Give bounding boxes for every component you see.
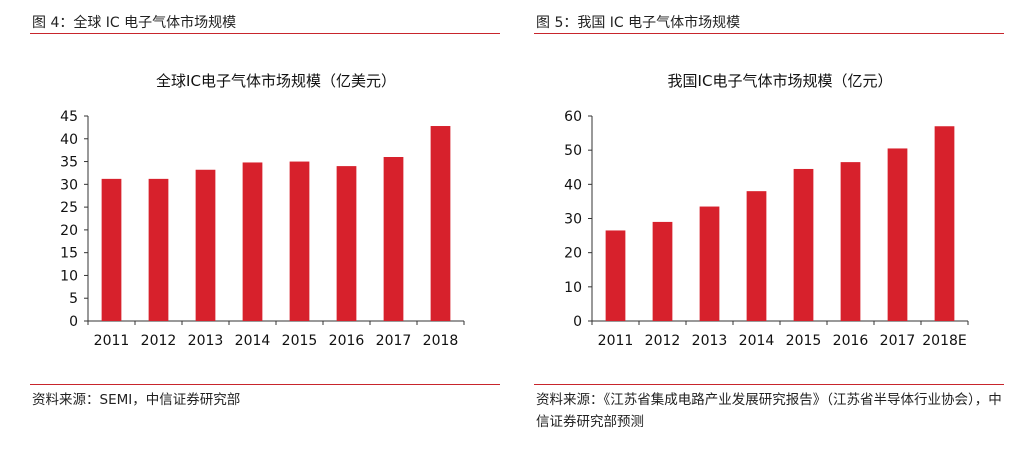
bar-2015 (289, 161, 310, 321)
bar-2014 (746, 191, 767, 321)
x-tick-label: 2012 (141, 333, 177, 349)
bar-2017 (887, 148, 908, 321)
bar-2013 (195, 169, 216, 321)
figure-5-title: 图 5：我国 IC 电子气体市场规模 (536, 15, 741, 31)
bar-2016 (336, 166, 357, 321)
x-tick-label: 2013 (692, 333, 728, 349)
x-tick-label: 2013 (188, 333, 224, 349)
chart-title: 全球IC电子气体市场规模（亿美元） (156, 72, 396, 90)
y-tick-label: 30 (564, 212, 582, 228)
y-tick-label: 20 (564, 246, 582, 262)
figure-4-panel: 图 4：全球 IC 电子气体市场规模 全球IC电子气体市场规模（亿美元） 0 5 10… (30, 0, 500, 453)
figure-4-bottom-rule (30, 384, 500, 385)
figure-5-bottom-rule (534, 384, 1004, 385)
y-tick-label: 40 (60, 132, 78, 148)
y-tick-label: 25 (60, 200, 78, 216)
y-tick-label: 50 (564, 143, 582, 159)
chart-title: 我国IC电子气体市场规模（亿元） (668, 72, 893, 90)
x-tick-label: 2017 (880, 333, 916, 349)
figure-5-source: 资料来源：《江苏省集成电路产业发展研究报告》（江苏省半导体行业协会），中信证券研… (536, 392, 1002, 430)
figure-4-top-rule (30, 33, 500, 34)
y-tick-label: 20 (60, 223, 78, 239)
x-tick-label: 2017 (376, 333, 412, 349)
global-ic-gas-bar-chart: 全球IC电子气体市场规模（亿美元） 0 5 10 15 20 25 30 35 40 45 2011 2… (60, 72, 465, 349)
x-tick-label: 2015 (786, 333, 822, 349)
bar-2011 (101, 178, 122, 321)
y-tick-label: 15 (60, 246, 78, 262)
figure-5-panel: 图 5：我国 IC 电子气体市场规模 我国IC电子气体市场规模（亿元） 0 10 20… (534, 0, 1004, 453)
figure-4-source: 资料来源：SEMI，中信证券研究部 (32, 392, 241, 408)
x-tick-label: 2014 (739, 333, 775, 349)
figure-5-top-rule (534, 33, 1004, 34)
x-tick-label: 2014 (235, 333, 271, 349)
bar-2018 (430, 126, 451, 322)
x-tick-label: 2018E (922, 333, 966, 349)
y-tick-label: 5 (69, 291, 78, 307)
bar-2012 (148, 178, 169, 321)
x-tick-label: 2011 (94, 333, 130, 349)
x-tick-label: 2016 (329, 333, 365, 349)
bar-2016 (840, 162, 861, 321)
x-tick-label: 2012 (645, 333, 681, 349)
x-tick-label: 2018 (423, 333, 459, 349)
bar-2012 (652, 221, 673, 321)
bar-2018E (934, 126, 955, 321)
bar-2017 (383, 157, 404, 321)
y-tick-label: 30 (60, 177, 78, 193)
y-tick-label: 35 (60, 155, 78, 171)
x-tick-label: 2016 (833, 333, 869, 349)
y-tick-label: 40 (564, 177, 582, 193)
bar-2015 (793, 168, 814, 321)
figure-4-title: 图 4：全球 IC 电子气体市场规模 (32, 15, 237, 31)
x-tick-label: 2011 (598, 333, 634, 349)
y-tick-label: 0 (69, 314, 78, 330)
bar-2013 (699, 206, 720, 321)
y-tick-label: 10 (564, 280, 582, 296)
y-tick-label: 10 (60, 268, 78, 284)
x-tick-label: 2015 (282, 333, 318, 349)
y-tick-label: 60 (564, 109, 582, 125)
bar-2011 (605, 230, 626, 321)
y-tick-label: 0 (573, 314, 582, 330)
china-ic-gas-bar-chart: 我国IC电子气体市场规模（亿元） 0 10 20 30 40 50 60 2011 2012 201… (564, 72, 969, 349)
y-tick-label: 45 (60, 109, 78, 125)
bar-2014 (242, 162, 263, 321)
